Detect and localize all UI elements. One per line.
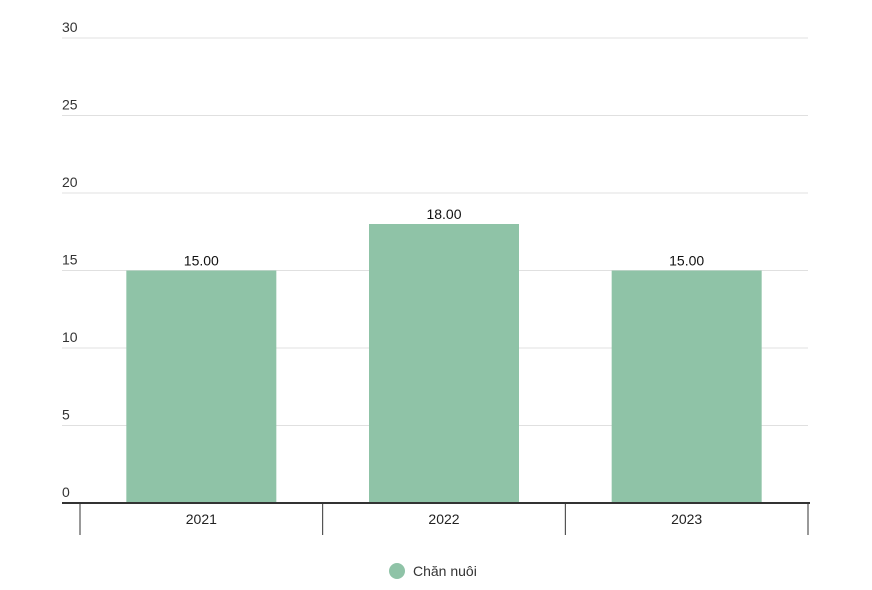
legend-label[interactable]: Chăn nuôi bbox=[413, 563, 477, 579]
y-tick-label: 20 bbox=[62, 174, 78, 190]
legend[interactable]: Chăn nuôi bbox=[389, 563, 477, 579]
x-tick-label-2023: 2023 bbox=[671, 511, 702, 527]
y-tick-label: 30 bbox=[62, 19, 78, 35]
y-tick-label: 15 bbox=[62, 252, 78, 268]
data-label-2023: 15.00 bbox=[669, 253, 704, 269]
y-tick-label: 0 bbox=[62, 484, 70, 500]
y-tick-label: 25 bbox=[62, 97, 78, 113]
bar-2022[interactable] bbox=[369, 224, 519, 503]
bar-2023[interactable] bbox=[611, 270, 762, 504]
y-axis-ticks: 0 5 10 15 20 25 30 bbox=[62, 19, 78, 500]
legend-swatch bbox=[389, 563, 405, 579]
data-labels: 15.00 18.00 15.00 bbox=[184, 206, 705, 269]
data-label-2022: 18.00 bbox=[426, 206, 461, 222]
x-axis: 2021 2022 2023 bbox=[62, 502, 810, 535]
y-tick-label: 5 bbox=[62, 407, 70, 423]
bars bbox=[126, 224, 762, 504]
bar-2021[interactable] bbox=[126, 270, 277, 504]
x-tick-label-2022: 2022 bbox=[428, 511, 459, 527]
y-tick-label: 10 bbox=[62, 329, 78, 345]
data-label-2021: 15.00 bbox=[184, 253, 219, 269]
x-tick-label-2021: 2021 bbox=[186, 511, 217, 527]
